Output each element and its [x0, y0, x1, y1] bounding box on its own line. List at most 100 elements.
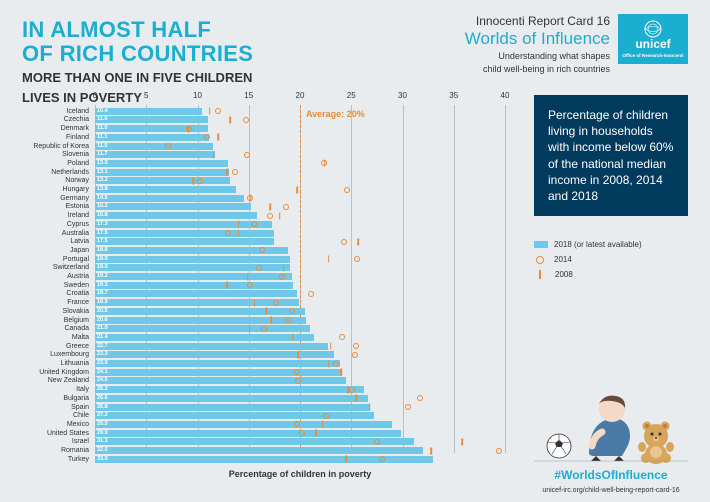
- svg-text:Office of Research-Innocenti: Office of Research-Innocenti: [622, 53, 683, 58]
- country-label: Luxembourg: [50, 351, 89, 358]
- bar-value: 26.2: [97, 386, 108, 393]
- bar-row: Poland13.0: [95, 159, 505, 168]
- marker-2014: [299, 430, 305, 436]
- title-line1: IN ALMOST HALF: [22, 18, 253, 42]
- bar-row: Republic of Korea11.5: [95, 142, 505, 151]
- bar-row: Slovenia11.7: [95, 151, 505, 160]
- marker-2014: [279, 274, 285, 280]
- bar-2018: 19.0: [95, 256, 290, 263]
- country-label: Latvia: [70, 238, 89, 245]
- country-label: Poland: [67, 160, 89, 167]
- bar-2018: 31.1: [95, 438, 414, 445]
- marker-2008: [250, 195, 252, 202]
- bar-value: 33.0: [97, 456, 108, 463]
- bar-value: 17.5: [97, 238, 108, 245]
- bar-2018: 20.5: [95, 308, 305, 315]
- bar-2018: 11.0: [95, 116, 208, 123]
- bar-2018: 17.5: [95, 238, 274, 245]
- bar-row: France19.9: [95, 298, 505, 307]
- bar-row: Croatia19.7: [95, 290, 505, 299]
- country-label: Czechia: [64, 116, 89, 123]
- bar-value: 19.0: [97, 256, 108, 263]
- marker-2008: [356, 395, 358, 402]
- bar-value: 26.6: [97, 395, 108, 402]
- bar-value: 13.1: [97, 169, 108, 176]
- bar-row: Czechia11.0: [95, 116, 505, 125]
- marker-2014: [341, 239, 347, 245]
- marker-2014: [251, 221, 257, 227]
- bar-value: 22.7: [97, 343, 108, 350]
- bar-2018: 11.1: [95, 134, 209, 141]
- bar-value: 11.5: [97, 143, 107, 150]
- legend-2014-label: 2014: [554, 255, 572, 264]
- marker-2008: [230, 116, 232, 123]
- country-label: Romania: [61, 447, 89, 454]
- marker-2014: [259, 247, 265, 253]
- bar-value: 27.2: [97, 412, 108, 419]
- marker-2014: [285, 317, 291, 323]
- axis-tick: 40: [501, 91, 510, 100]
- marker-2008: [279, 212, 281, 219]
- country-label: Croatia: [66, 290, 89, 297]
- bar-row: New Zealand24.5: [95, 377, 505, 386]
- bar-value: 23.9: [97, 360, 108, 367]
- marker-2014: [349, 387, 355, 393]
- country-label: Sweden: [64, 282, 89, 289]
- bar-row: Slovakia20.5: [95, 307, 505, 316]
- bar-row: Norway13.2: [95, 177, 505, 186]
- bar-row: Hungary13.8: [95, 185, 505, 194]
- axis-tick: 35: [449, 91, 458, 100]
- bar-row: Chile27.2: [95, 412, 505, 421]
- legend-circle-swatch: [536, 256, 544, 264]
- marker-2008: [217, 134, 219, 141]
- country-label: France: [67, 299, 89, 306]
- bar-2018: 13.2: [95, 177, 230, 184]
- legend-2014: 2014: [534, 255, 688, 264]
- marker-2008: [238, 221, 240, 228]
- bar-row: Israel31.1: [95, 438, 505, 447]
- bar-value: 20.6: [97, 317, 108, 324]
- bar-2018: 13.8: [95, 186, 236, 193]
- marker-2008: [271, 317, 273, 324]
- bar-value: 23.3: [97, 351, 108, 358]
- bar-row: Japan18.8: [95, 246, 505, 255]
- legend-2008-label: 2008: [555, 270, 573, 279]
- bar-2018: 22.7: [95, 343, 328, 350]
- country-label: Norway: [65, 177, 89, 184]
- bar-row: Denmark11.0: [95, 124, 505, 133]
- gridline: [505, 105, 506, 453]
- bar-value: 10.4: [97, 108, 108, 115]
- country-label: Slovenia: [62, 151, 89, 158]
- axis-tick: 10: [193, 91, 202, 100]
- marker-2008: [347, 386, 349, 393]
- bar-row: Australia17.5: [95, 229, 505, 238]
- bar-row: Belgium20.6: [95, 316, 505, 325]
- bar-value: 26.8: [97, 404, 108, 411]
- chart-area: 0510152025303540 Percentage of children …: [95, 95, 505, 475]
- marker-2014: [243, 117, 249, 123]
- bar-value: 31.1: [97, 438, 108, 445]
- axis-tick: 25: [347, 91, 356, 100]
- marker-2008: [238, 230, 240, 237]
- side-info-box: Percentage of children living in househo…: [534, 95, 688, 216]
- bar-value: 19.0: [97, 264, 108, 271]
- bar-row: Italy26.2: [95, 385, 505, 394]
- bar-row: Germany14.5: [95, 194, 505, 203]
- bar-value: 29.0: [97, 421, 108, 428]
- country-label: Canada: [64, 325, 89, 332]
- axis-tick: 20: [296, 91, 305, 100]
- bar-2018: 24.1: [95, 369, 342, 376]
- country-label: Italy: [76, 386, 89, 393]
- country-label: Switzerland: [53, 264, 89, 271]
- marker-2014: [308, 291, 314, 297]
- bar-2018: 29.9: [95, 430, 401, 437]
- bar-row: United Kingdom24.1: [95, 368, 505, 377]
- bar-2018: 11.7: [95, 151, 215, 158]
- marker-2008: [187, 125, 189, 132]
- country-label: Chile: [73, 412, 89, 419]
- country-label: Japan: [70, 247, 89, 254]
- svg-text:unicef: unicef: [635, 37, 671, 51]
- xaxis-title: Percentage of children in poverty: [229, 469, 372, 479]
- bar-value: 21.4: [97, 334, 108, 341]
- bar-row: Cyprus17.3: [95, 220, 505, 229]
